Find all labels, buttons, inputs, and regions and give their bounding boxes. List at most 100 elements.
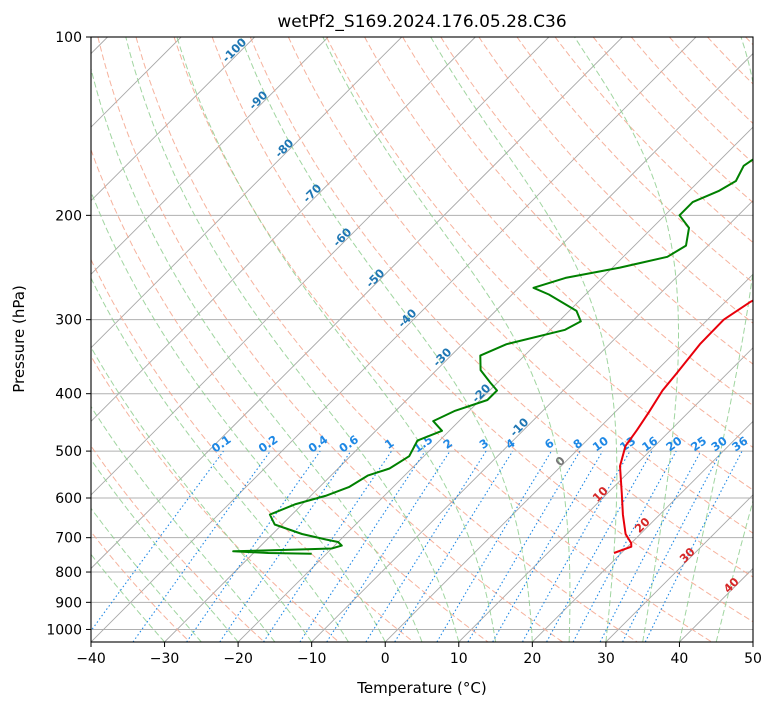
moist-adiabat bbox=[91, 507, 202, 642]
y-tick-label: 1000 bbox=[46, 622, 82, 638]
dry-adiabat bbox=[91, 530, 191, 642]
dry-adiabat bbox=[630, 37, 753, 164]
y-tick-label: 500 bbox=[55, 444, 82, 460]
mixing-ratio-line bbox=[219, 450, 352, 642]
moist-adiabat bbox=[91, 190, 386, 642]
moist-adiabat bbox=[125, 37, 460, 642]
y-tick-label: 200 bbox=[55, 208, 82, 224]
dry-adiabat bbox=[211, 37, 753, 623]
isotherm-line bbox=[91, 37, 697, 642]
x-tick-label: 50 bbox=[744, 651, 762, 667]
isotherm-line bbox=[605, 494, 753, 642]
background-lines bbox=[91, 37, 753, 642]
moist-adiabat bbox=[91, 346, 313, 642]
mixing-ratio-line bbox=[299, 450, 426, 642]
isotherm-line bbox=[91, 37, 550, 496]
x-axis-label: Temperature (°C) bbox=[356, 679, 486, 697]
adiabat-label: -50 bbox=[363, 266, 388, 291]
dewpoint-profile bbox=[232, 158, 753, 555]
mixing-ratio-label: 1 bbox=[382, 436, 397, 452]
isotherm-line bbox=[752, 641, 753, 642]
isotherm-line bbox=[91, 37, 255, 202]
mixing-ratio-line bbox=[263, 450, 392, 642]
moist-adiabat bbox=[240, 37, 533, 642]
x-tick-label: 0 bbox=[381, 651, 390, 667]
x-tick-label: 40 bbox=[671, 651, 689, 667]
mixing-ratio-line bbox=[546, 450, 653, 642]
adiabat-label: 30 bbox=[677, 545, 698, 566]
moist-adiabat bbox=[91, 276, 349, 642]
background-labels: 0.1 0.2 0.4 0.6 1 1.5 2 3 4 6 8 10 13 16 20 25 30 36-100-… bbox=[209, 35, 751, 596]
isotherm-line bbox=[91, 37, 329, 275]
y-tick-label: 600 bbox=[55, 491, 82, 507]
moist-adiabat bbox=[91, 458, 239, 642]
dry-adiabat bbox=[516, 37, 753, 284]
isotherm-line bbox=[384, 273, 753, 642]
moist-adiabat bbox=[91, 405, 276, 642]
dry-adiabat bbox=[135, 37, 638, 642]
dry-adiabat bbox=[592, 37, 753, 204]
adiabat-label: -70 bbox=[300, 181, 325, 206]
moist-adiabat bbox=[91, 553, 165, 642]
dry-adiabat bbox=[478, 37, 753, 324]
axis-ticks: −40 −30 −20 −10 0 10 20 30 40 5010020030040050060… bbox=[46, 30, 762, 667]
mixing-ratio-line bbox=[326, 450, 451, 642]
moist-adiabat bbox=[678, 37, 753, 642]
mixing-ratio-line bbox=[644, 450, 743, 642]
x-tick-label: 10 bbox=[450, 651, 468, 667]
moist-adiabat bbox=[574, 37, 679, 642]
mixing-ratio-label: 2 bbox=[440, 436, 455, 452]
y-axis-label: Pressure (hPa) bbox=[10, 285, 28, 393]
y-tick-label: 100 bbox=[55, 30, 82, 46]
isotherm-line bbox=[164, 52, 753, 642]
adiabat-label: -60 bbox=[330, 225, 355, 250]
adiabat-label: -100 bbox=[219, 35, 249, 65]
x-tick-label: −30 bbox=[150, 651, 180, 667]
dry-adiabat bbox=[249, 37, 753, 578]
adiabat-label: 10 bbox=[590, 484, 611, 505]
dry-adiabat bbox=[402, 37, 753, 407]
isotherm-line bbox=[237, 126, 753, 642]
dry-adiabat bbox=[173, 37, 713, 642]
mixing-ratio-line bbox=[394, 450, 514, 642]
mixing-ratio-line bbox=[91, 450, 224, 632]
adiabat-label: -90 bbox=[246, 88, 271, 113]
dry-adiabat bbox=[97, 37, 563, 642]
isotherm-line bbox=[458, 347, 753, 642]
y-tick-label: 700 bbox=[55, 531, 82, 547]
moist-adiabat bbox=[176, 37, 497, 642]
x-tick-label: 20 bbox=[523, 651, 541, 667]
mixing-ratio-label: 6 bbox=[542, 436, 557, 452]
y-tick-label: 300 bbox=[55, 313, 82, 329]
x-tick-label: 30 bbox=[597, 651, 615, 667]
moist-adiabat bbox=[91, 66, 423, 642]
mixing-ratio-line bbox=[436, 450, 552, 642]
isotherm-line bbox=[91, 37, 623, 570]
dry-adiabat bbox=[91, 355, 340, 642]
moist-adiabat bbox=[430, 37, 618, 642]
mixing-ratio-line bbox=[467, 450, 581, 642]
adiabat-label: -30 bbox=[430, 345, 455, 370]
mixing-ratio-line bbox=[186, 450, 321, 642]
temperature-profile bbox=[613, 299, 753, 554]
y-tick-label: 800 bbox=[55, 565, 82, 581]
isotherm-line bbox=[91, 37, 403, 349]
moist-adiabat bbox=[715, 498, 753, 642]
x-tick-label: −40 bbox=[76, 651, 106, 667]
mixing-ratio-label: 3 bbox=[477, 436, 492, 452]
y-tick-label: 400 bbox=[55, 387, 82, 403]
isotherm-line bbox=[311, 200, 753, 642]
mixing-ratio-label: 0.2 bbox=[256, 432, 281, 455]
dry-adiabat bbox=[440, 37, 753, 365]
adiabat-label: -80 bbox=[272, 136, 297, 161]
moist-adiabat bbox=[322, 37, 571, 642]
adiabat-label: -10 bbox=[507, 415, 532, 440]
mixing-ratio-label: 0.4 bbox=[306, 432, 331, 455]
dry-adiabat bbox=[554, 37, 753, 244]
isotherm-line bbox=[532, 420, 753, 642]
adiabat-label: 20 bbox=[632, 515, 653, 536]
mixing-ratio-line bbox=[522, 450, 631, 642]
dry-adiabat bbox=[91, 258, 414, 642]
plot-frame bbox=[90, 36, 754, 643]
